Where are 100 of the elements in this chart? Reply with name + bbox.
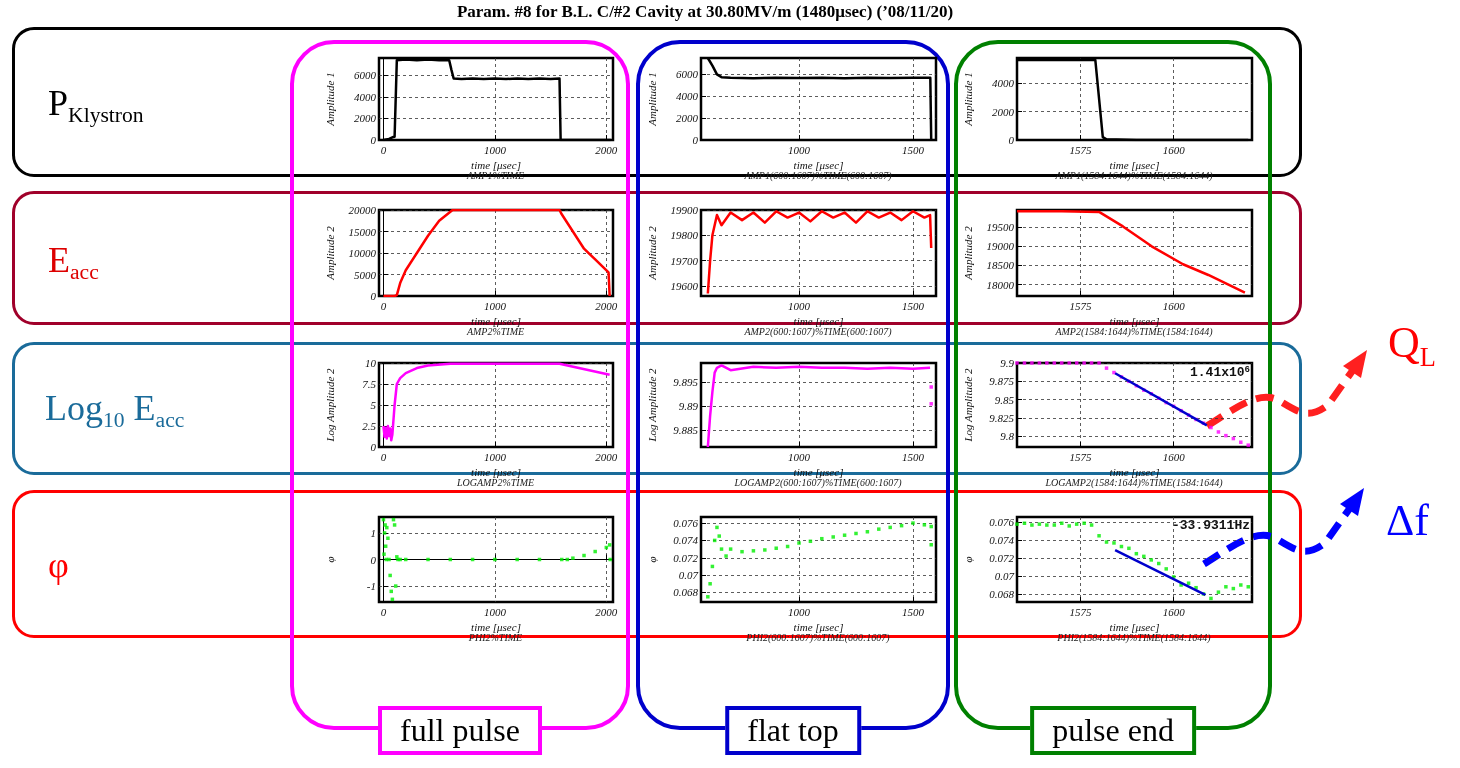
y-tick-label: 9.8 xyxy=(1000,430,1015,443)
x-tick-label: 1000 xyxy=(788,605,811,618)
y-tick-label: 19800 xyxy=(670,229,699,242)
x-tick-label: 0 xyxy=(380,143,387,156)
x-axis-title: time [μsec] xyxy=(1109,466,1160,479)
y-axis-title: φ xyxy=(645,556,658,563)
x-tick-label: 1000 xyxy=(788,450,811,463)
y-tick-label: 2.5 xyxy=(362,420,377,432)
y-axis-title: Log Amplitude 2 xyxy=(323,367,336,443)
x-axis-title: time [μsec] xyxy=(1109,159,1160,172)
y-tick-label: 5000 xyxy=(354,268,377,281)
x-tick-label: 2000 xyxy=(595,143,618,156)
text: LOGAMP2(600:1607)%TIME(600:1607) xyxy=(733,477,903,488)
y-tick-label: 9.9 xyxy=(1000,357,1015,369)
text: AMP1%TIME xyxy=(465,170,526,181)
x-tick-label: 0 xyxy=(380,299,387,312)
x-tick-label: 1000 xyxy=(788,299,811,312)
text: AMP2(600:1607)%TIME(600:1607) xyxy=(743,326,893,337)
text: PHI2(600:1607)%TIME(600:1607) xyxy=(745,632,891,643)
x-tick-label: 1000 xyxy=(483,450,507,463)
x-tick-label: 2000 xyxy=(595,450,618,463)
y-tick-label: 10000 xyxy=(348,247,377,259)
y-tick-label: 19900 xyxy=(670,204,699,216)
y-tick-label: 0.072 xyxy=(673,551,699,564)
y-tick-label: 9.89 xyxy=(678,400,699,413)
text: AMP2%TIME xyxy=(465,326,526,337)
y-tick-label: 19500 xyxy=(986,221,1015,234)
x-tick-label: 0 xyxy=(380,450,387,463)
y-tick-label: 0 xyxy=(370,553,377,566)
x-tick-label: 1000 xyxy=(788,143,811,156)
y-tick-label: 0 xyxy=(370,290,377,302)
y-tick-label: 9.885 xyxy=(673,424,699,437)
y-tick-label: 1 xyxy=(370,526,376,539)
y-tick-label: 0.076 xyxy=(989,516,1015,529)
y-tick-label: 0.074 xyxy=(673,534,699,547)
y-tick-label: 19000 xyxy=(986,240,1015,253)
y-axis-title: Amplitude 2 xyxy=(961,225,974,281)
y-axis-title: Amplitude 2 xyxy=(645,225,658,281)
x-tick-label: 2000 xyxy=(595,299,618,312)
y-tick-label: 20000 xyxy=(348,204,377,216)
y-tick-label: 19700 xyxy=(670,254,699,267)
x-axis-title: time [μsec] xyxy=(1109,315,1160,328)
y-tick-label: 2000 xyxy=(676,112,699,125)
x-axis-title: time [μsec] xyxy=(471,466,521,479)
y-tick-label: 5 xyxy=(370,399,377,411)
x-tick-label: 1500 xyxy=(901,299,925,312)
y-tick-label: 0.07 xyxy=(678,569,699,582)
y-tick-label: 15000 xyxy=(348,225,377,238)
y-tick-label: 0.074 xyxy=(989,534,1015,547)
text: AMP2(1584:1644)%TIME(1584:1644) xyxy=(1054,326,1214,337)
y-tick-label: 9.825 xyxy=(989,412,1015,425)
y-tick-label: 2000 xyxy=(354,112,377,125)
y-tick-label: 6000 xyxy=(676,68,699,81)
x-tick-label: 0 xyxy=(380,605,387,618)
y-tick-label: 4000 xyxy=(676,90,699,103)
text: P$_{Klystron}$ xyxy=(48,81,144,129)
text: Q$_{L}$ xyxy=(1388,316,1436,374)
y-tick-label: 9.85 xyxy=(994,393,1015,406)
x-tick-label: 1575 xyxy=(1069,299,1092,312)
y-tick-label: 10 xyxy=(365,357,377,369)
text: PHI2%TIME xyxy=(467,632,524,643)
text: pulse end xyxy=(1030,706,1196,755)
y-tick-label: 0.072 xyxy=(989,552,1015,565)
text: full pulse xyxy=(378,706,542,755)
text: Log$_{10}$ E$_{acc}$ xyxy=(45,386,185,434)
y-tick-label: 2000 xyxy=(992,105,1015,118)
text: φ xyxy=(48,544,69,586)
annotation: -33.9311Hz xyxy=(1171,518,1250,533)
y-tick-label: 0.076 xyxy=(673,517,699,530)
y-tick-label: 7.5 xyxy=(362,378,377,390)
y-axis-title: φ xyxy=(961,556,974,563)
x-tick-label: 1575 xyxy=(1069,605,1092,618)
y-tick-label: 4000 xyxy=(992,77,1015,90)
x-axis-title: time [μsec] xyxy=(471,621,521,634)
y-tick-label: 4000 xyxy=(354,90,377,103)
x-axis-title: time [μsec] xyxy=(471,159,521,172)
text: AMP1(1584:1644)%TIME(1584:1644) xyxy=(1054,170,1214,181)
x-axis-title: time [μsec] xyxy=(793,466,844,479)
y-tick-label: 9.875 xyxy=(989,375,1015,388)
x-tick-label: 1000 xyxy=(483,299,507,312)
text: AMP1(600:1607)%TIME(600:1607) xyxy=(743,170,893,181)
y-tick-label: 0 xyxy=(692,134,699,146)
y-tick-label: 0 xyxy=(1008,134,1015,146)
x-tick-label: 1600 xyxy=(1162,143,1186,156)
text: Param. #8 for B.L. C/#2 Cavity at 30.80MV/m (1480μsec) (’08/11/20) xyxy=(455,2,955,22)
x-tick-label: 1600 xyxy=(1162,299,1186,312)
y-axis-title: Log Amplitude 2 xyxy=(645,367,658,443)
x-tick-label: 1575 xyxy=(1069,450,1092,463)
x-tick-label: 1600 xyxy=(1162,450,1186,463)
text: flat top xyxy=(725,706,861,755)
y-axis-title: Amplitude 1 xyxy=(323,72,336,127)
text: LOGAMP2%TIME xyxy=(455,477,536,488)
x-tick-label: 1500 xyxy=(901,450,925,463)
y-axis-title: Amplitude 2 xyxy=(323,225,336,281)
y-tick-label: 0.07 xyxy=(994,570,1015,583)
y-tick-label: 6000 xyxy=(354,69,377,82)
x-axis-title: time [μsec] xyxy=(1109,621,1160,634)
x-tick-label: 1000 xyxy=(483,143,507,156)
y-tick-label: 9.895 xyxy=(673,376,699,389)
x-axis-title: time [μsec] xyxy=(793,159,844,172)
